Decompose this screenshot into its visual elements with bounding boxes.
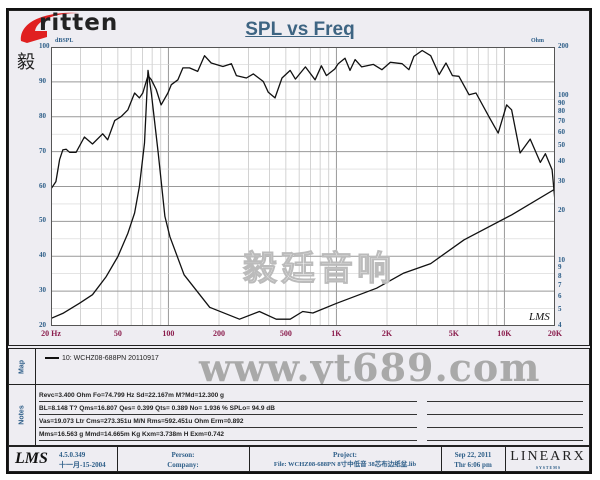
y-right-tick-label: 10 [558,255,565,264]
project-label: Project: [333,451,357,459]
x-tick-label: 100 [162,329,175,338]
report-date: Sep 22, 2011 [454,451,492,459]
plot-panel: ritten 毅 廷 音 响 SPL vs Freq dBSPL Ohm 203… [8,10,590,346]
impedance-curve [51,69,555,320]
y-left-tick-label: 20 [39,321,46,329]
map-label: Map [18,360,26,374]
watermark-chinese: 毅廷音响 [243,249,395,290]
x-tick-label: 50 [113,329,122,338]
watermark-url: www.yt689.com [199,345,541,390]
x-tick-label: 1K [331,329,342,338]
y-right-tick-label: 80 [558,107,565,116]
x-tick-label: 20 Hz [41,329,61,338]
y-right-tick-label: 90 [558,98,565,107]
y-left-tick-label: 40 [39,251,46,260]
note-line: Mms=16.563 g Mmd=14.665m Kg Kxm=3.738m H… [39,430,417,441]
y-left-tick-label: 100 [39,42,50,50]
y-right-tick-label: 9 [558,263,562,272]
y-left-tick-label: 30 [39,286,46,295]
y-left-tick-label: 60 [39,181,46,190]
x-tick-label: 20K [547,329,563,338]
y-right-tick-label: 60 [558,127,565,136]
y-right-tick-label: 40 [558,156,565,165]
footer-lms-logo: LMS [15,450,48,467]
y-right-tick-label: 8 [558,271,562,280]
note-line-empty [427,430,583,441]
y-left-tick-label: 70 [39,146,46,155]
linearx-logo: LINEARX [510,449,586,464]
y-right-tick-label: 4 [558,321,562,329]
company-label: Company: [167,461,199,469]
y-right-tick-label: 20 [558,206,565,215]
y-left-unit: dBSPL [55,38,74,44]
y-right-tick-label: 50 [558,140,565,149]
notes-panel: Notes Revc=3.400 Ohm Fo=74.799 Hz Sd=22.… [8,384,590,446]
person-label: Person: [171,451,195,459]
y-right-tick-label: 200 [558,42,569,50]
lms-plot-mark: LMS [529,311,550,323]
legend-text: 10: WCHZ08-688PN 20110917 [62,355,159,362]
chart-title: SPL vs Freq [245,19,355,40]
note-line: BL=8.148 T? Qms=16.807 Qes= 0.399 Qts= 0… [39,404,417,415]
note-line-empty [427,391,583,402]
y-right-tick-label: 30 [558,177,565,186]
y-right-tick-label: 6 [558,292,562,301]
plot-area [51,47,555,326]
y-right-unit: Ohm [531,38,545,44]
x-tick-label: 10K [497,329,512,338]
y-left-tick-label: 80 [39,111,46,120]
logo-wordmark: ritten [39,10,119,36]
x-tick-label: 2K [381,329,393,338]
x-tick-label: 5K [448,329,459,338]
logo-swoosh-icon [20,12,79,43]
version-date: 十一月-15-2004 [59,461,106,469]
notes-label: Notes [18,405,26,425]
linearx-sub: S Y S T E M S [535,465,561,470]
y-left-tick-label: 90 [39,76,46,85]
version: 4.5.0.349 [59,451,86,459]
y-right-tick-label: 5 [558,305,562,314]
note-line-empty [427,404,583,415]
legend-line-icon [45,357,59,359]
note-line: Revc=3.400 Ohm Fo=74.799 Hz Sd=22.167m M… [39,391,417,402]
x-tick-label: 200 [213,329,225,338]
project-file: File: WCHZ08-688PN 8寸中低音 38芯布边纸盆.lib [273,461,417,468]
note-line-empty [427,417,583,428]
spl-curve [51,49,555,202]
y-right-tick-label: 7 [558,281,562,290]
eritten-logo [17,11,107,50]
y-right-tick-label: 70 [558,116,565,125]
map-panel: Map 10: WCHZ08-688PN 20110917 www.yt689.… [8,345,590,390]
note-line: Vas=19.073 Ltr Cms=273.351u M/N Rms=592.… [39,417,417,428]
legend-entry: 10: WCHZ08-688PN 20110917 [45,355,159,362]
report-time: Thr 6:06 pm [454,461,492,469]
y-right-tick-label: 100 [558,91,569,100]
report-frame: ritten 毅 廷 音 响 SPL vs Freq dBSPL Ohm 203… [6,8,592,474]
footer-panel: LMS 4.5.0.349 十一月-15-2004 Person: Compan… [8,446,590,472]
x-tick-label: 500 [279,329,292,338]
y-left-tick-label: 50 [39,216,46,225]
